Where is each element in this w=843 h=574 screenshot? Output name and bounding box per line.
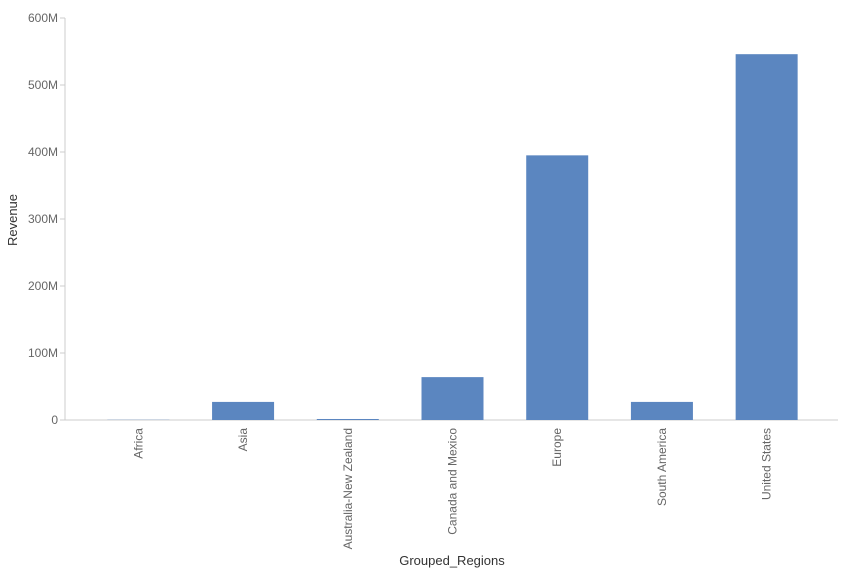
y-tick-label: 300M: [28, 212, 58, 226]
y-tick-label: 400M: [28, 145, 58, 159]
bar: [630, 401, 693, 420]
bar: [316, 418, 379, 420]
y-tick-label: 0: [51, 413, 58, 427]
x-axis-title: Grouped_Regions: [399, 553, 505, 568]
bar: [421, 377, 484, 420]
y-tick-label: 100M: [28, 346, 58, 360]
y-tick-label: 600M: [28, 11, 58, 25]
x-tick-label: United States: [760, 428, 774, 500]
x-tick-label: South America: [655, 428, 669, 506]
x-tick-label: Africa: [131, 428, 145, 459]
x-tick-label: Asia: [236, 428, 250, 452]
bar: [735, 54, 798, 421]
x-tick-label: Europe: [550, 428, 564, 467]
y-tick-label: 500M: [28, 78, 58, 92]
x-tick-label: Australia-New Zealand: [341, 428, 355, 549]
x-tick-label: Canada and Mexico: [446, 428, 460, 535]
y-axis-title: Revenue: [5, 194, 20, 246]
bar: [526, 155, 589, 420]
y-tick-label: 200M: [28, 279, 58, 293]
bar: [212, 401, 275, 420]
